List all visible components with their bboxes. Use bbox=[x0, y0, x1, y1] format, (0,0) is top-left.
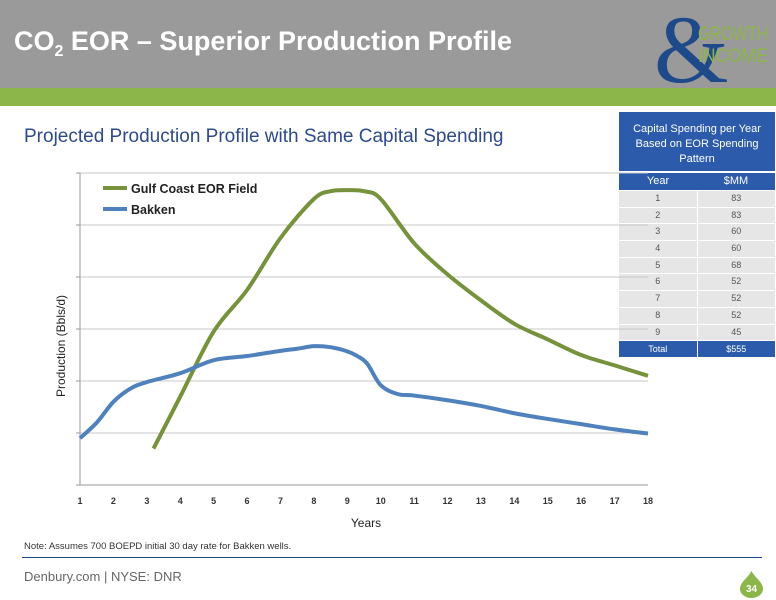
x-tick-label: 6 bbox=[245, 496, 250, 506]
column-header-year: Year bbox=[646, 175, 670, 187]
x-tick-label: 3 bbox=[144, 496, 149, 506]
x-tick-label: 12 bbox=[443, 496, 453, 506]
slide-title: CO2 EOR – Superior Production Profile bbox=[14, 26, 512, 60]
table-cell-mm: 68 bbox=[731, 259, 742, 270]
table-row: 9 45 bbox=[619, 323, 775, 341]
table-cell-mm: 52 bbox=[731, 309, 742, 320]
table-row: 2 83 bbox=[619, 206, 775, 224]
table-cell-year: 6 bbox=[619, 274, 698, 291]
drop-icon bbox=[740, 571, 763, 598]
x-tick-label: 14 bbox=[509, 496, 519, 506]
footer-text: Denbury.com | NYSE: DNR bbox=[24, 569, 182, 584]
table-cell-mm: 52 bbox=[731, 276, 742, 287]
table-cell-year: 1 bbox=[619, 191, 698, 207]
capital-spending-table: Capital Spending per Year Based on EOR S… bbox=[619, 112, 775, 358]
title-subscript: 2 bbox=[54, 43, 64, 60]
x-tick-label: 15 bbox=[543, 496, 553, 506]
x-tick-label: 2 bbox=[111, 496, 116, 506]
series-line-1 bbox=[78, 344, 649, 440]
table-row: 6 52 bbox=[619, 273, 775, 291]
table-cell-mm: 60 bbox=[731, 243, 742, 254]
x-tick-label: 8 bbox=[311, 496, 316, 506]
table-header-row: Year $MM bbox=[619, 172, 775, 190]
logo-text-top: GROWTH bbox=[698, 24, 768, 45]
table-row: 3 60 bbox=[619, 223, 775, 241]
logo-ampersand: & bbox=[654, 6, 729, 92]
logo-text-bottom: INCOME bbox=[698, 46, 768, 67]
table-title: Capital Spending per Year Based on EOR S… bbox=[619, 112, 775, 171]
x-tick-label: 13 bbox=[476, 496, 486, 506]
x-tick-label: 16 bbox=[576, 496, 586, 506]
table-row: 4 60 bbox=[619, 240, 775, 257]
x-tick-label: 1 bbox=[77, 496, 82, 506]
table-cell-mm: 83 bbox=[731, 193, 742, 203]
production-chart: 1 2 3 4 5 6 7 8 9 10 11 12 13 14 15 16 17 18YearsProducti… bbox=[54, 172, 653, 530]
table-cell-mm: 83 bbox=[731, 209, 742, 220]
table-cell-year: 3 bbox=[619, 224, 698, 241]
table-cell-year: 2 bbox=[619, 207, 698, 224]
table-cell-mm: 45 bbox=[731, 326, 742, 337]
y-axis-label: Production (Bbls/d) bbox=[54, 295, 68, 397]
x-tick-label: 5 bbox=[211, 496, 216, 506]
table-row: 8 52 bbox=[619, 306, 775, 324]
x-tick-label: 9 bbox=[345, 496, 350, 506]
page-number-badge: 34 bbox=[740, 571, 763, 598]
x-tick-label: 4 bbox=[178, 496, 183, 506]
total-label: Total bbox=[619, 341, 698, 358]
table-cell-year: 8 bbox=[619, 307, 698, 324]
table-row: 5 68 bbox=[619, 256, 775, 274]
x-tick-label: 18 bbox=[643, 496, 653, 506]
header-green-band bbox=[0, 88, 776, 106]
x-tick-label: 17 bbox=[610, 496, 620, 506]
total-value: $555 bbox=[726, 344, 747, 355]
table-cell-year: 9 bbox=[619, 324, 698, 341]
footer-divider bbox=[22, 557, 762, 558]
table-cell-mm: 52 bbox=[731, 293, 742, 304]
table-row: 7 52 bbox=[619, 290, 775, 307]
series-line-0 bbox=[151, 188, 649, 450]
footnote: Note: Assumes 700 BOEPD initial 30 day r… bbox=[24, 541, 292, 552]
x-tick-label: 11 bbox=[409, 496, 419, 506]
x-axis-label: Years bbox=[351, 516, 381, 530]
page-number: 34 bbox=[746, 584, 758, 595]
legend-label-1: Bakken bbox=[131, 203, 175, 217]
x-tick-label: 10 bbox=[376, 496, 386, 506]
column-header-mm: $MM bbox=[723, 175, 749, 187]
table-cell-mm: 60 bbox=[731, 226, 742, 237]
legend-label-0: Gulf Coast EOR Field bbox=[131, 182, 257, 196]
table-cell-year: 7 bbox=[619, 291, 698, 307]
table-cell-year: 4 bbox=[619, 241, 698, 257]
table-total-row: Total $555 bbox=[619, 340, 775, 358]
table-cell-year: 5 bbox=[619, 257, 698, 274]
growth-income-logo: & GROWTH INCOME bbox=[654, 6, 768, 92]
header-bar bbox=[0, 0, 776, 88]
table-row: 1 83 bbox=[619, 190, 775, 207]
x-tick-label: 7 bbox=[278, 496, 283, 506]
chart-subtitle: Projected Production Profile with Same C… bbox=[24, 126, 504, 147]
